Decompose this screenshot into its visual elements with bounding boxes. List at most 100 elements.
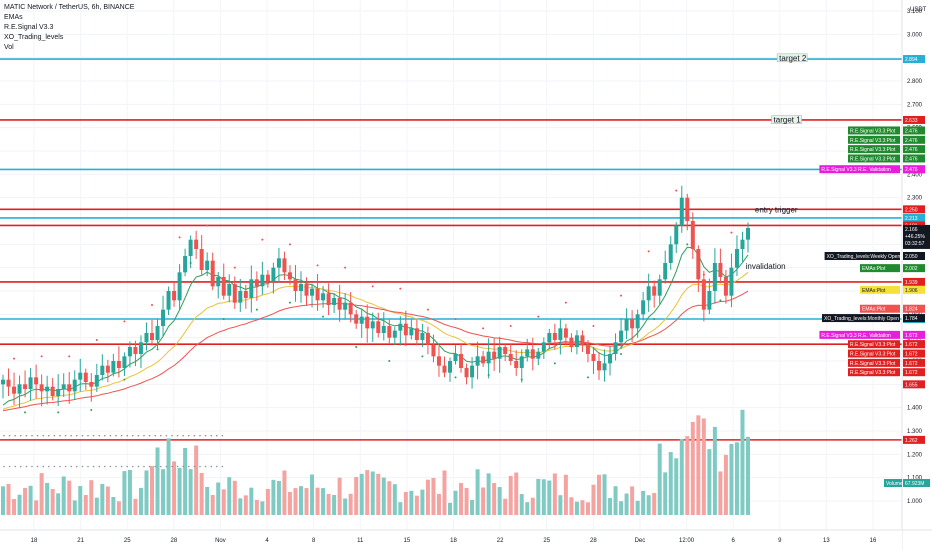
candle-body bbox=[585, 344, 590, 354]
price-tag bbox=[903, 135, 925, 144]
signal-dot-red bbox=[592, 325, 595, 327]
level-marker-dot bbox=[221, 434, 224, 437]
legend-volume[interactable]: Vol bbox=[4, 44, 14, 51]
level-marker-dot bbox=[92, 465, 95, 468]
legend-xo-trading-levels[interactable]: XO_Trading_levels bbox=[4, 34, 64, 41]
volume-bar bbox=[734, 442, 739, 515]
signal-dot-green bbox=[421, 355, 424, 358]
legend-symbol-title[interactable]: MATIC Network / TetherUS, 6h, BINANCE bbox=[4, 4, 135, 11]
price-tag bbox=[903, 304, 925, 313]
candle-body bbox=[563, 328, 568, 338]
level-price-tag-text: 1.939 bbox=[905, 280, 918, 286]
price-tick-label: 3.100 bbox=[907, 9, 923, 15]
signal-dot-red bbox=[454, 318, 457, 320]
volume-value-text: 67.923M bbox=[905, 481, 924, 487]
volume-bar bbox=[481, 487, 486, 515]
signal-dot-red bbox=[316, 264, 319, 267]
level-marker-dot bbox=[14, 434, 16, 437]
volume-bar bbox=[315, 487, 320, 515]
candle-body bbox=[646, 286, 651, 301]
candle-body bbox=[276, 258, 281, 268]
price-axis-bg bbox=[902, 0, 932, 550]
level-marker-dot bbox=[210, 465, 212, 468]
candle-body bbox=[403, 323, 408, 336]
volume-bar bbox=[392, 484, 397, 515]
volume-bar bbox=[679, 438, 684, 515]
price-tag-text: 1.672 bbox=[905, 352, 918, 358]
candle-body bbox=[111, 361, 116, 373]
signal-dot-red bbox=[537, 315, 540, 318]
volume-bar bbox=[376, 473, 381, 515]
level-marker-dot bbox=[20, 465, 22, 468]
volume-bar bbox=[293, 488, 298, 515]
candle-body bbox=[177, 272, 182, 301]
volume-bar bbox=[547, 480, 552, 515]
signal-dot-red bbox=[620, 294, 623, 297]
time-tick-label: 22 bbox=[497, 538, 504, 544]
price-tag-text: 1.672 bbox=[905, 333, 918, 339]
signal-dot-red bbox=[647, 250, 650, 253]
level-marker-dot bbox=[3, 434, 5, 437]
price-tag-text: 2.476 bbox=[905, 128, 918, 134]
series-label-text: XO_Trading_levels:Monthly Open bbox=[824, 316, 899, 322]
price-tick-label: 1.400 bbox=[907, 406, 923, 412]
price-tag-text: 2.476 bbox=[905, 167, 918, 173]
candle-body bbox=[608, 354, 613, 364]
annotations: target 2 target 1 entry trigger invalidatio… bbox=[746, 53, 808, 271]
time-tick-label: Dec bbox=[635, 538, 646, 544]
annotation-text: target 2 bbox=[779, 54, 807, 63]
volume-bar bbox=[287, 491, 292, 515]
legend-emas[interactable]: EMAs bbox=[4, 14, 23, 21]
level-marker-dot bbox=[126, 434, 128, 437]
legend-re-signal[interactable]: R.E.Signal V3.3 bbox=[4, 24, 54, 31]
volume-bar bbox=[403, 491, 408, 515]
level-marker-dot bbox=[8, 465, 11, 468]
grid bbox=[0, 0, 902, 530]
level-marker-dot bbox=[87, 465, 89, 468]
time-tick-label: 18 bbox=[450, 538, 457, 544]
volume-bar bbox=[414, 495, 419, 515]
price-tag-text: 2.476 bbox=[905, 147, 918, 153]
time-axis[interactable]: 18 21 25 28 Nov 4 8 11 15 18 22 25 28 Dec 12:00 6 9 13 16 bbox=[31, 538, 877, 544]
price-tag-text: 2.002 bbox=[905, 266, 918, 272]
candle-body bbox=[492, 351, 497, 359]
level-marker-dot bbox=[171, 465, 173, 468]
candle-body bbox=[414, 328, 419, 340]
volume-bar bbox=[194, 445, 199, 515]
volume-bar bbox=[563, 474, 568, 515]
volume-bar bbox=[337, 477, 342, 515]
level-marker-dot bbox=[199, 434, 201, 437]
candle-body bbox=[547, 333, 552, 343]
signal-dot-green bbox=[487, 374, 490, 376]
level-marker-dot bbox=[98, 434, 100, 437]
price-tag bbox=[903, 252, 925, 260]
series-label-text: EMAs:Plot bbox=[862, 307, 886, 313]
volume-bar bbox=[652, 492, 657, 515]
volume-bar bbox=[271, 479, 276, 515]
volume-bar bbox=[39, 473, 44, 515]
signal-dot-red bbox=[675, 189, 678, 192]
candle-body bbox=[17, 384, 22, 394]
level-price-tag-text: 1.262 bbox=[905, 438, 918, 444]
candle-body bbox=[188, 239, 193, 256]
level-marker-dot bbox=[20, 434, 22, 437]
volume-bar bbox=[740, 409, 745, 515]
volume-bar bbox=[536, 478, 541, 515]
price-tag-text: 1.906 bbox=[905, 288, 918, 294]
volume-bar bbox=[166, 438, 171, 515]
signal-dot-green bbox=[123, 378, 126, 381]
series-label-text: EMAs:Plot bbox=[862, 288, 886, 294]
volume-bar bbox=[89, 480, 94, 515]
current-price-time: 03:32:57 bbox=[905, 241, 925, 247]
candle-body bbox=[387, 326, 392, 338]
price-tag bbox=[903, 349, 925, 358]
signal-dot-red bbox=[371, 285, 374, 288]
level-marker-dot bbox=[148, 465, 151, 468]
candle-body bbox=[45, 386, 50, 392]
level-marker-dot bbox=[193, 434, 196, 437]
volume-bar bbox=[574, 501, 579, 515]
volume-bar bbox=[254, 499, 259, 515]
volume-bar bbox=[552, 473, 557, 515]
